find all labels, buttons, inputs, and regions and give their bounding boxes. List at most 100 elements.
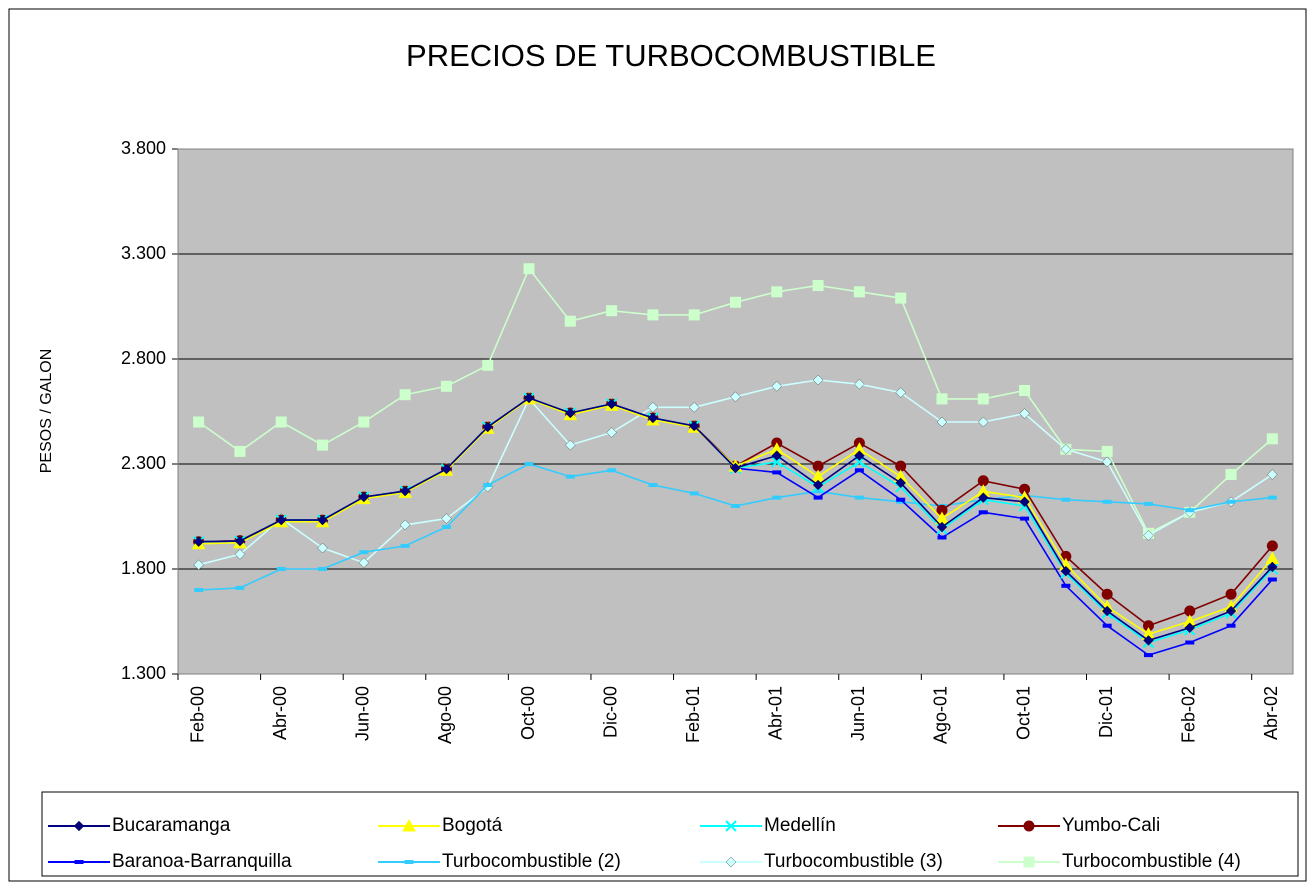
- x-tick-label: Oct-00: [518, 686, 538, 740]
- legend-marker: [404, 860, 414, 864]
- marker: [731, 504, 740, 508]
- y-tick-label: 3.300: [121, 243, 166, 263]
- marker: [812, 280, 824, 291]
- x-tick-label: Abr-02: [1261, 686, 1281, 740]
- marker: [937, 535, 947, 540]
- legend-label: Medellín: [764, 815, 836, 836]
- marker: [1267, 577, 1277, 582]
- marker: [1019, 496, 1030, 508]
- x-tick-label: Ago-00: [435, 686, 455, 744]
- marker: [318, 567, 328, 571]
- marker: [1102, 623, 1112, 628]
- y-tick-label: 1.300: [121, 663, 166, 683]
- marker: [936, 521, 948, 533]
- marker: [1060, 565, 1072, 577]
- x-tick-label: Dic-01: [1096, 686, 1116, 738]
- marker: [441, 463, 452, 475]
- x-tick-label: Dic-00: [600, 686, 620, 738]
- marker: [359, 550, 369, 555]
- marker: [853, 286, 865, 298]
- y-tick-label: 2.300: [121, 453, 166, 473]
- marker: [854, 378, 865, 390]
- marker: [1143, 530, 1154, 541]
- marker: [1184, 622, 1195, 634]
- x-tick-label: Abr-00: [270, 686, 290, 740]
- marker: [358, 491, 370, 503]
- marker: [1266, 540, 1278, 552]
- marker: [854, 450, 865, 461]
- marker: [854, 468, 864, 473]
- marker: [688, 309, 700, 321]
- marker: [1185, 508, 1195, 513]
- y-tick-label: 3.800: [121, 138, 166, 158]
- marker: [1101, 456, 1113, 468]
- marker: [606, 305, 618, 317]
- marker: [647, 309, 659, 321]
- marker: [193, 416, 205, 428]
- marker: [606, 427, 617, 438]
- marker: [275, 416, 287, 428]
- marker: [565, 439, 576, 451]
- marker: [647, 412, 659, 424]
- marker: [1101, 588, 1113, 600]
- marker: [936, 393, 948, 405]
- marker: [565, 474, 575, 479]
- marker: [648, 483, 658, 487]
- x-tick-label: Abr-01: [766, 686, 786, 740]
- marker: [771, 381, 783, 392]
- marker: [193, 559, 204, 571]
- marker: [441, 513, 452, 524]
- marker: [400, 543, 410, 548]
- y-tick-label: 1.800: [121, 558, 166, 578]
- marker: [1225, 469, 1237, 480]
- marker: [978, 416, 989, 428]
- marker: [978, 492, 989, 503]
- marker: [771, 450, 783, 461]
- marker: [895, 387, 906, 398]
- marker: [1226, 499, 1236, 504]
- marker: [358, 557, 370, 568]
- marker: [730, 391, 741, 403]
- plot-area: [178, 149, 1293, 674]
- marker: [317, 439, 329, 451]
- marker: [647, 402, 659, 413]
- marker: [399, 485, 411, 497]
- marker: [1061, 497, 1071, 502]
- y-axis-label: PESOS / GALON: [38, 349, 55, 473]
- marker: [523, 263, 535, 275]
- x-tick-label: Feb-00: [187, 686, 207, 743]
- marker: [276, 567, 286, 571]
- x-tick-label: Oct-01: [1013, 686, 1033, 740]
- marker: [193, 536, 204, 547]
- marker: [1267, 469, 1278, 480]
- x-tick-label: Ago-01: [931, 686, 951, 744]
- marker: [1143, 653, 1153, 658]
- marker: [607, 468, 617, 473]
- marker: [234, 549, 246, 560]
- legend-label: Bucaramanga: [112, 815, 231, 836]
- marker: [1266, 433, 1278, 445]
- marker: [482, 421, 493, 433]
- legend-label: Yumbo-Cali: [1062, 815, 1160, 836]
- legend-marker: [1023, 856, 1035, 868]
- marker: [1267, 561, 1278, 573]
- marker: [772, 495, 782, 500]
- marker: [812, 479, 824, 491]
- marker: [730, 296, 741, 308]
- marker: [1267, 495, 1277, 500]
- legend-label: Turbocombustible (4): [1062, 851, 1241, 872]
- marker: [730, 462, 741, 474]
- legend-label: Bogotá: [442, 815, 503, 836]
- marker: [772, 470, 782, 475]
- marker: [276, 514, 287, 526]
- marker: [1020, 516, 1030, 521]
- marker: [1061, 583, 1071, 588]
- legend-marker: [1023, 820, 1035, 832]
- marker: [399, 389, 411, 401]
- x-tick-label: Jun-01: [848, 686, 868, 741]
- legend-marker: [73, 820, 85, 832]
- legend: [41, 791, 1299, 877]
- marker: [399, 519, 411, 531]
- marker: [688, 402, 700, 413]
